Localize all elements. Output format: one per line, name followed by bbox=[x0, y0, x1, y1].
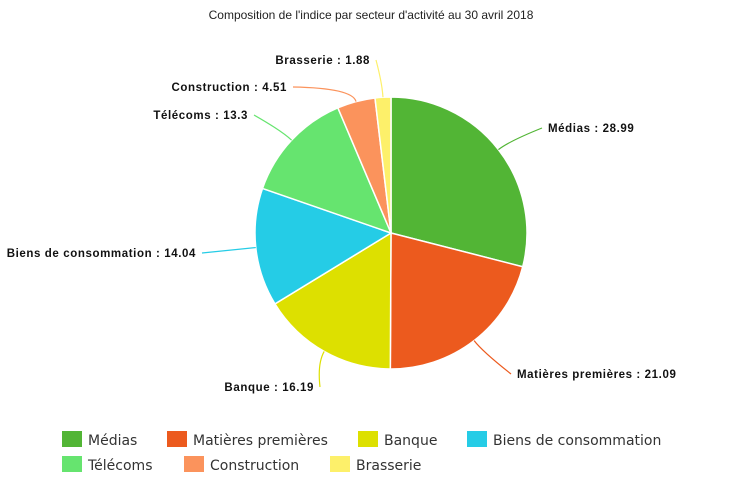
data-label-matieres-premieres: Matières premières : 21.09 bbox=[517, 369, 676, 381]
connector-construction bbox=[292, 86, 357, 102]
connector-brasserie bbox=[375, 59, 384, 98]
legend-item-biens-de-consommation[interactable]: Biens de consommation bbox=[467, 431, 661, 449]
legend-item-telecoms[interactable]: Télécoms bbox=[62, 456, 152, 474]
connector-medias bbox=[498, 127, 543, 151]
slice-banque[interactable] bbox=[273, 231, 392, 370]
legend-label: Médias bbox=[88, 433, 137, 449]
connector-telecoms bbox=[253, 114, 293, 141]
pie-slices bbox=[254, 96, 528, 370]
legend-item-banque[interactable]: Banque bbox=[358, 431, 437, 449]
data-label-construction: Construction : 4.51 bbox=[171, 82, 287, 94]
legend-label: Construction bbox=[210, 458, 299, 474]
data-labels: Médias : 28.99 Matières premières : 21.09… bbox=[7, 55, 676, 394]
data-label-brasserie: Brasserie : 1.88 bbox=[275, 55, 370, 67]
legend-swatch bbox=[467, 431, 487, 447]
slice-biens-de-consommation[interactable] bbox=[254, 187, 393, 305]
legend-label: Brasserie bbox=[356, 458, 421, 474]
legend-swatch bbox=[358, 431, 378, 447]
legend-item-construction[interactable]: Construction bbox=[184, 456, 299, 474]
legend-item-medias[interactable]: Médias bbox=[62, 431, 137, 449]
legend: Médias Matières premières Banque Biens de c… bbox=[62, 431, 661, 474]
connector-banque bbox=[318, 351, 325, 388]
data-label-telecoms: Télécoms : 13.3 bbox=[153, 110, 248, 122]
legend-swatch bbox=[330, 456, 350, 472]
connector-biens-de-consommation bbox=[201, 246, 256, 254]
legend-label: Matières premières bbox=[193, 433, 328, 449]
slice-matieres-premieres[interactable] bbox=[389, 232, 524, 370]
data-label-banque: Banque : 16.19 bbox=[224, 382, 314, 394]
legend-label: Télécoms bbox=[87, 458, 152, 474]
legend-swatch bbox=[184, 456, 204, 472]
legend-item-matieres-premieres[interactable]: Matières premières bbox=[167, 431, 328, 449]
data-label-biens-de-consommation: Biens de consommation : 14.04 bbox=[7, 248, 196, 260]
legend-label: Banque bbox=[384, 433, 437, 449]
legend-swatch bbox=[62, 431, 82, 447]
legend-item-brasserie[interactable]: Brasserie bbox=[330, 456, 421, 474]
legend-swatch bbox=[62, 456, 82, 472]
connector-matieres-premieres bbox=[473, 340, 512, 375]
data-label-medias: Médias : 28.99 bbox=[548, 123, 634, 135]
chart-title: Composition de l'indice par secteur d'ac… bbox=[209, 8, 534, 22]
legend-swatch bbox=[167, 431, 187, 447]
legend-label: Biens de consommation bbox=[493, 433, 661, 449]
